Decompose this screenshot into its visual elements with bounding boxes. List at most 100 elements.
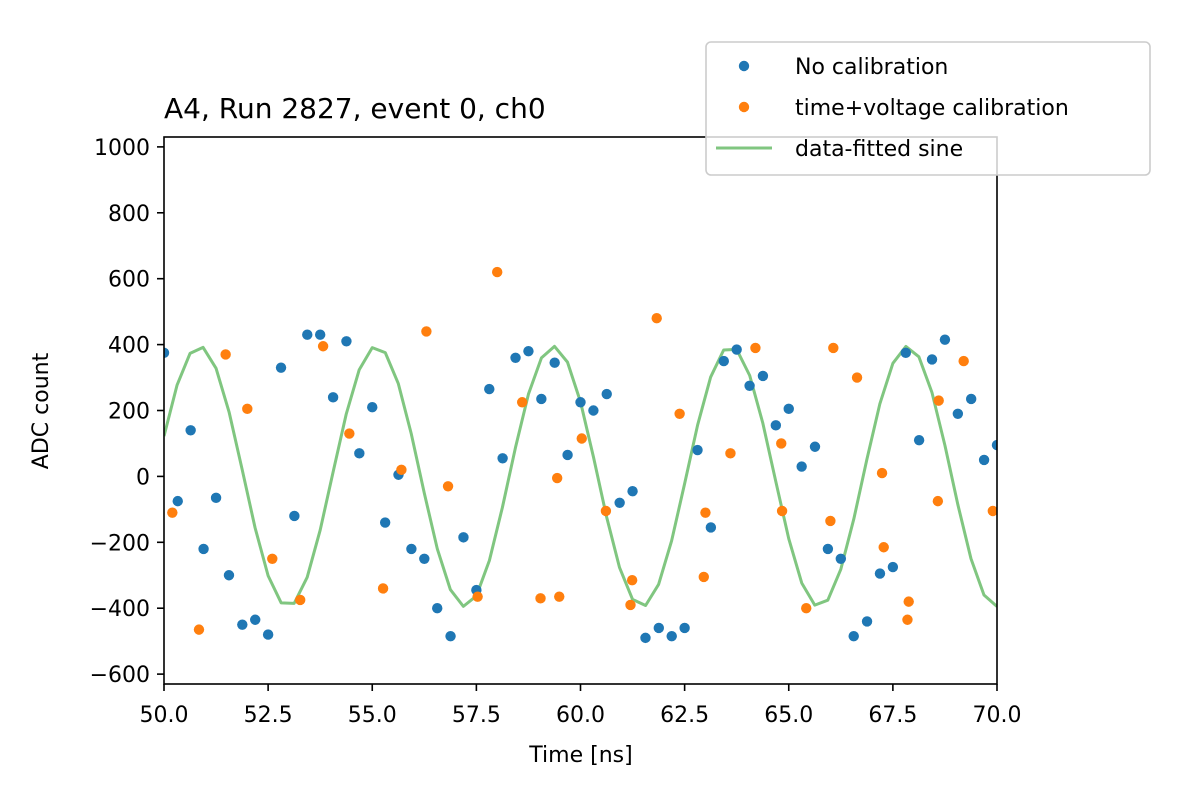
data-point: [242, 403, 253, 415]
data-point: [835, 553, 847, 564]
data-point: [317, 341, 329, 352]
data-point: [576, 433, 587, 444]
data-point: [750, 342, 761, 354]
y-tick-label: 1000: [94, 136, 150, 161]
data-point: [848, 631, 859, 642]
y-tick-label: 200: [108, 400, 150, 425]
data-point: [770, 420, 782, 431]
x-tick-label: 70.0: [973, 703, 1022, 728]
data-point: [164, 347, 170, 359]
data-point: [536, 393, 547, 405]
data-point: [600, 505, 612, 517]
data-point: [952, 408, 964, 419]
data-point: [653, 622, 665, 634]
data-point: [651, 313, 662, 324]
data-point: [933, 395, 944, 406]
data-point: [492, 266, 503, 278]
data-point: [887, 561, 899, 573]
data-point: [926, 354, 938, 365]
y-tick-label: 0: [136, 465, 150, 490]
data-point: [731, 344, 742, 355]
data-point: [354, 448, 365, 459]
data-point: [801, 603, 812, 614]
data-point: [965, 393, 977, 405]
data-point: [666, 631, 677, 642]
data-point: [193, 624, 205, 635]
data-point: [674, 408, 685, 419]
data-point: [220, 349, 231, 360]
data-point: [640, 632, 651, 644]
data-point: [627, 486, 638, 497]
data-point: [535, 593, 546, 604]
data-point: [267, 553, 278, 564]
data-point: [549, 357, 560, 368]
data-point: [878, 542, 889, 553]
data-point: [432, 603, 443, 614]
x-tick-label: 50.0: [140, 703, 189, 728]
x-tick-label: 65.0: [764, 703, 813, 728]
data-point: [406, 543, 417, 555]
data-point: [523, 345, 534, 357]
y-tick-label: −200: [90, 531, 150, 556]
data-point: [314, 329, 326, 340]
data-point: [776, 505, 788, 517]
data-point: [516, 397, 528, 408]
data-point: [776, 438, 787, 449]
data-point: [396, 464, 407, 476]
data-point: [601, 388, 612, 400]
legend: No calibration time+voltage calibration da…: [705, 41, 1151, 176]
data-point: [614, 497, 625, 508]
data-point: [718, 355, 729, 367]
data-point: [167, 507, 178, 518]
y-tick-label: 400: [108, 334, 150, 359]
legend-label: No calibration: [795, 55, 948, 80]
y-tick-label: −400: [90, 597, 150, 622]
legend-box: [705, 41, 1151, 176]
x-tick-label: 57.5: [452, 703, 501, 728]
x-axis-label: Time [ns]: [528, 743, 632, 768]
data-point: [262, 629, 274, 640]
data-point: [419, 553, 430, 564]
data-point: [939, 334, 951, 345]
x-tick-label: 52.5: [244, 703, 293, 728]
data-point: [809, 441, 821, 452]
x-tick-label: 60.0: [556, 703, 605, 728]
data-point: [210, 492, 222, 504]
data-point: [275, 362, 287, 373]
plot-area: [163, 136, 998, 685]
data-point: [698, 571, 709, 583]
data-point: [932, 495, 944, 507]
data-point: [626, 575, 638, 586]
data-point: [744, 380, 755, 391]
data-point: [327, 392, 339, 403]
data-point: [472, 591, 483, 602]
data-point: [725, 448, 736, 459]
data-point: [377, 583, 389, 594]
legend-label: time+voltage calibration: [795, 96, 1069, 121]
data-point: [876, 467, 888, 479]
data-point: [825, 515, 836, 527]
data-point: [575, 397, 586, 408]
data-point: [796, 461, 807, 472]
data-point: [757, 370, 769, 382]
data-point: [497, 453, 508, 464]
data-point: [679, 622, 690, 634]
y-axis-label: ADC count: [29, 352, 54, 469]
data-point: [554, 591, 565, 602]
data-point: [510, 352, 521, 363]
data-point: [874, 568, 886, 579]
data-point: [421, 326, 432, 337]
data-point: [458, 532, 469, 543]
data-point: [379, 517, 391, 528]
legend-marker: [738, 60, 750, 72]
data-point: [692, 444, 703, 456]
data-point: [344, 428, 355, 439]
data-point: [625, 599, 636, 611]
data-point: [237, 619, 248, 630]
data-point: [445, 631, 456, 642]
x-tick-label: 62.5: [660, 703, 709, 728]
legend-label: data-fitted sine: [795, 137, 963, 162]
data-point: [588, 405, 599, 416]
